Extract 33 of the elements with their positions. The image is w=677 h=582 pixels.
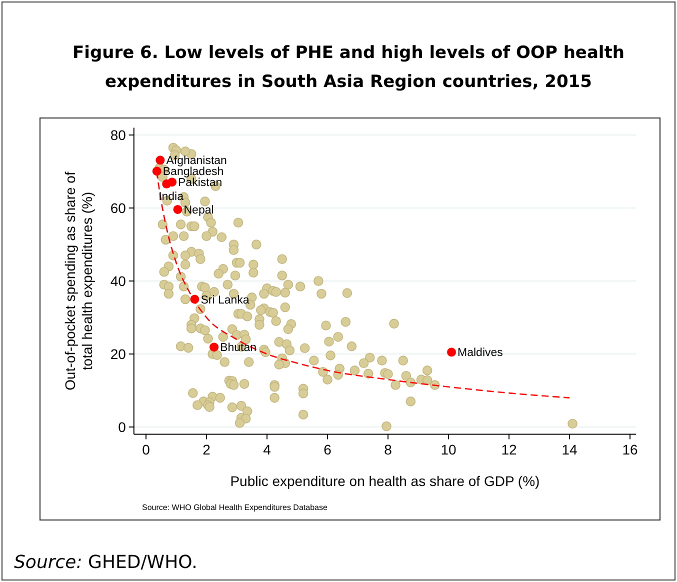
- y-tick-label: 0: [118, 419, 126, 435]
- x-axis-title: Public expenditure on health as share of GDP (%): [230, 473, 540, 489]
- annotation: Sri Lanka: [200, 294, 250, 306]
- point: [156, 156, 165, 165]
- y-tick-label: 20: [110, 346, 126, 362]
- annotation: Bhutan: [220, 342, 257, 354]
- y-tick-label: 60: [110, 200, 126, 216]
- source-note: Source: WHO Global Health Expenditures Database: [142, 503, 328, 512]
- x-tick-label: 6: [324, 441, 332, 458]
- point: [173, 204, 182, 214]
- annotation: Afghanistan: [166, 155, 227, 168]
- annotation: Maldives: [458, 347, 504, 360]
- annotation: Pakistan: [178, 177, 222, 190]
- source-note: Source: GHED/WHO.: [14, 552, 198, 573]
- x-tick-label: 12: [501, 441, 517, 458]
- x-tick-label: 10: [440, 441, 456, 458]
- x-tick-label: 2: [202, 441, 211, 458]
- x-tick-label: 4: [263, 441, 272, 458]
- point: [210, 342, 219, 352]
- x-tick-label: 16: [622, 441, 638, 458]
- x-tick-label: 14: [562, 441, 578, 458]
- y-axis-title: Out-of-pocket spending as share of total health expenditures (%): [62, 172, 95, 390]
- point: [152, 166, 162, 176]
- annotation: Bangladesh: [162, 166, 224, 178]
- x-tick-label: 8: [384, 441, 392, 458]
- y-tick-label: 40: [110, 273, 126, 289]
- annotation: Nepal: [184, 204, 214, 216]
- y-tick-label: 80: [110, 127, 126, 143]
- x-tick-label: 0: [142, 441, 150, 458]
- point: [447, 348, 456, 357]
- point: [162, 179, 172, 188]
- point: [190, 294, 200, 304]
- chart-title: Figure 6. Low levels of PHE and high levels of OOP health expenditures in South Asia Region countries, 2015: [72, 43, 624, 92]
